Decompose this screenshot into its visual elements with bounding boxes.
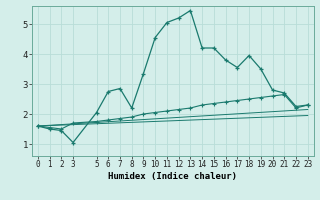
X-axis label: Humidex (Indice chaleur): Humidex (Indice chaleur) xyxy=(108,172,237,181)
